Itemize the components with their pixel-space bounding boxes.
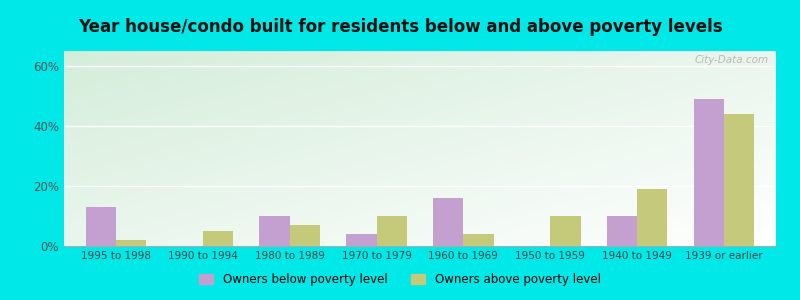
Bar <box>377 216 407 246</box>
Bar <box>463 234 494 246</box>
Bar <box>346 234 377 246</box>
Bar <box>433 198 463 246</box>
Text: Year house/condo built for residents below and above poverty levels: Year house/condo built for residents bel… <box>78 18 722 36</box>
Bar <box>203 231 234 246</box>
Bar <box>637 189 667 246</box>
Bar <box>290 225 320 246</box>
Bar <box>550 216 581 246</box>
Bar <box>86 207 116 246</box>
Legend: Owners below poverty level, Owners above poverty level: Owners below poverty level, Owners above… <box>194 269 606 291</box>
Bar <box>694 99 724 246</box>
Bar <box>116 240 146 246</box>
Bar <box>606 216 637 246</box>
Text: City-Data.com: City-Data.com <box>694 55 769 65</box>
Bar <box>259 216 290 246</box>
Bar <box>724 114 754 246</box>
